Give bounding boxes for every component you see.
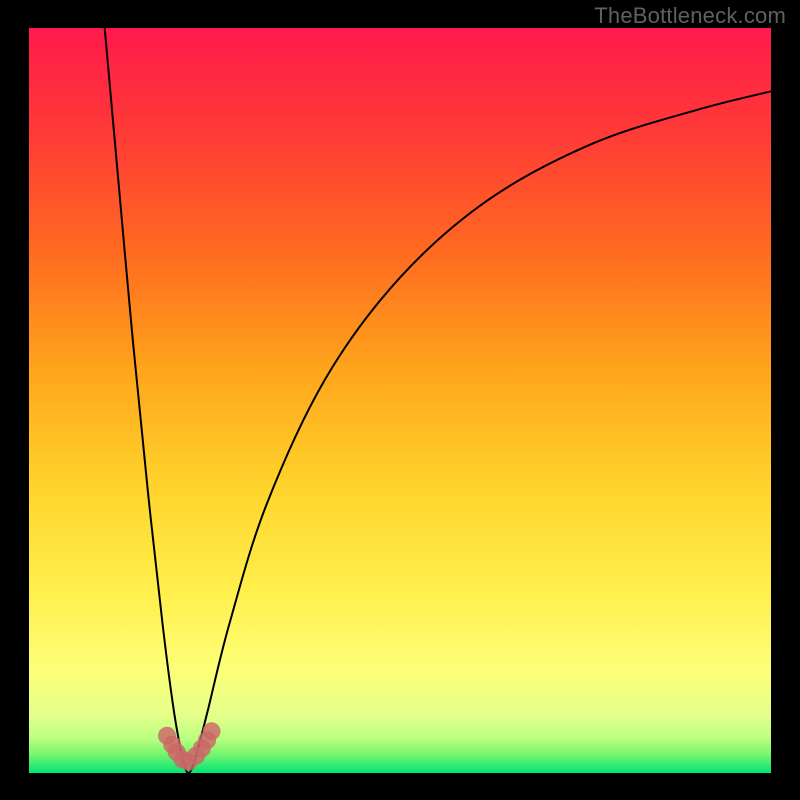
gradient-background — [29, 28, 771, 773]
chart-root: TheBottleneck.com — [0, 0, 800, 800]
notch-marker — [203, 722, 221, 740]
bottleneck-chart — [0, 0, 800, 800]
